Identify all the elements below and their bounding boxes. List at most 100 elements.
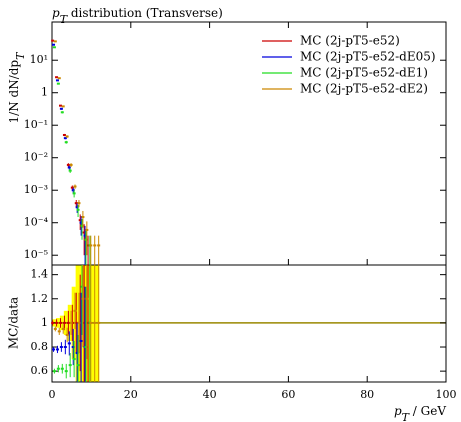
- data-point: [86, 244, 90, 247]
- ratio-point: [73, 309, 77, 312]
- y-tick-label: 10⁻³: [24, 183, 48, 196]
- legend-label: MC (2j-pT5-e52-dE05): [300, 50, 436, 64]
- data-point: [74, 202, 78, 205]
- data-point: [63, 137, 67, 140]
- ratio-point: [53, 327, 57, 330]
- data-point: [67, 166, 71, 169]
- data-point: [80, 224, 84, 227]
- ratio-point: [85, 297, 89, 300]
- data-point: [76, 208, 80, 211]
- data-point: [69, 163, 73, 166]
- data-point: [77, 202, 81, 205]
- ratio-point: [52, 370, 56, 373]
- ratio-point: [81, 297, 85, 300]
- xlabel-text: / GeV: [409, 404, 446, 418]
- ratio-y-tick-label: 1.4: [31, 268, 49, 281]
- ratio-point: [68, 364, 72, 367]
- ratio-point: [55, 321, 59, 324]
- ylabel-text: 1/N dN/dp: [7, 60, 21, 124]
- ratio-point: [60, 367, 64, 370]
- ylabel-sub: T: [14, 51, 27, 60]
- data-point: [61, 105, 65, 108]
- ratio-point: [55, 348, 59, 351]
- ratio-point: [71, 346, 75, 349]
- x-tick-label: 40: [203, 388, 217, 401]
- ratio-y-tick-label: 0.8: [31, 340, 49, 353]
- y-axis-label: 1/N dN/dpT: [7, 51, 27, 124]
- chart-title: pT distribution (Transverse): [52, 6, 223, 26]
- ratio-point: [63, 346, 67, 349]
- ratio-point: [57, 330, 61, 333]
- data-point: [55, 79, 59, 82]
- ratio-point: [66, 321, 70, 324]
- data-point: [52, 43, 56, 46]
- data-point: [73, 185, 77, 188]
- x-tick-label: 100: [436, 388, 457, 401]
- data-point: [56, 82, 60, 85]
- legend-label: MC (2j-pT5-e52-dE2): [300, 82, 428, 96]
- ratio-point: [72, 358, 76, 361]
- ratio-point: [76, 364, 80, 367]
- title-text: distribution (Transverse): [67, 6, 223, 20]
- data-point: [52, 46, 56, 49]
- ratio-point: [65, 333, 69, 336]
- data-point: [81, 215, 85, 218]
- x-tick-label: 80: [360, 388, 374, 401]
- xlabel-var: p: [394, 404, 402, 418]
- ratio-y-tick-label: 1.2: [31, 292, 49, 305]
- data-point: [65, 135, 69, 138]
- data-point: [70, 186, 74, 189]
- title-sub: T: [60, 13, 69, 26]
- legend-label: MC (2j-pT5-e52): [300, 34, 400, 48]
- x-tick-label: 60: [281, 388, 295, 401]
- ratio-point: [75, 352, 79, 355]
- data-point: [93, 244, 97, 247]
- ratio-point: [74, 321, 78, 324]
- data-point: [83, 234, 87, 237]
- data-point: [66, 163, 70, 166]
- ratio-y-tick-label: 0.6: [31, 364, 49, 377]
- ratio-point: [84, 346, 88, 349]
- data-point: [85, 228, 89, 231]
- data-point: [62, 134, 66, 137]
- data-point: [64, 141, 68, 144]
- data-point: [51, 39, 55, 42]
- ratio-point: [86, 321, 90, 324]
- data-point: [78, 219, 82, 222]
- y-tick-label: 10⁻²: [24, 151, 48, 164]
- legend-label: MC (2j-pT5-e52-dE1): [300, 66, 428, 80]
- ratio-point: [56, 367, 60, 370]
- ratio-point: [82, 321, 86, 324]
- ratio-point: [93, 321, 97, 324]
- data-point: [71, 189, 75, 192]
- data-point: [59, 104, 62, 107]
- data-point: [79, 221, 83, 224]
- ratio-point: [52, 348, 56, 351]
- data-point: [84, 238, 88, 241]
- ratio-point: [89, 321, 93, 324]
- ratio-point: [51, 321, 55, 324]
- ratio-point: [62, 321, 66, 324]
- ratio-y-tick-label: 1: [41, 316, 48, 329]
- ratio-point: [69, 321, 73, 324]
- ratio-point: [59, 321, 62, 324]
- x-axis-label: pT / GeV: [394, 404, 446, 422]
- x-tick-label: 20: [124, 388, 138, 401]
- data-point: [53, 40, 57, 43]
- ratio-point: [59, 346, 63, 349]
- data-point: [97, 244, 101, 247]
- ratio-point: [64, 370, 68, 373]
- ratio-point: [61, 327, 65, 330]
- data-point: [57, 77, 61, 80]
- y-tick-label: 10⁻⁴: [24, 216, 49, 229]
- data-point: [72, 192, 76, 195]
- y-tick-label: 10¹: [30, 53, 48, 66]
- y-tick-label: 10⁻⁵: [24, 248, 48, 261]
- data-point: [55, 76, 59, 79]
- data-point: [82, 231, 86, 234]
- y-tick-label: 10⁻¹: [24, 118, 48, 131]
- ratio-point: [97, 321, 101, 324]
- y-tick-label: 1: [41, 86, 48, 99]
- data-point: [68, 169, 72, 172]
